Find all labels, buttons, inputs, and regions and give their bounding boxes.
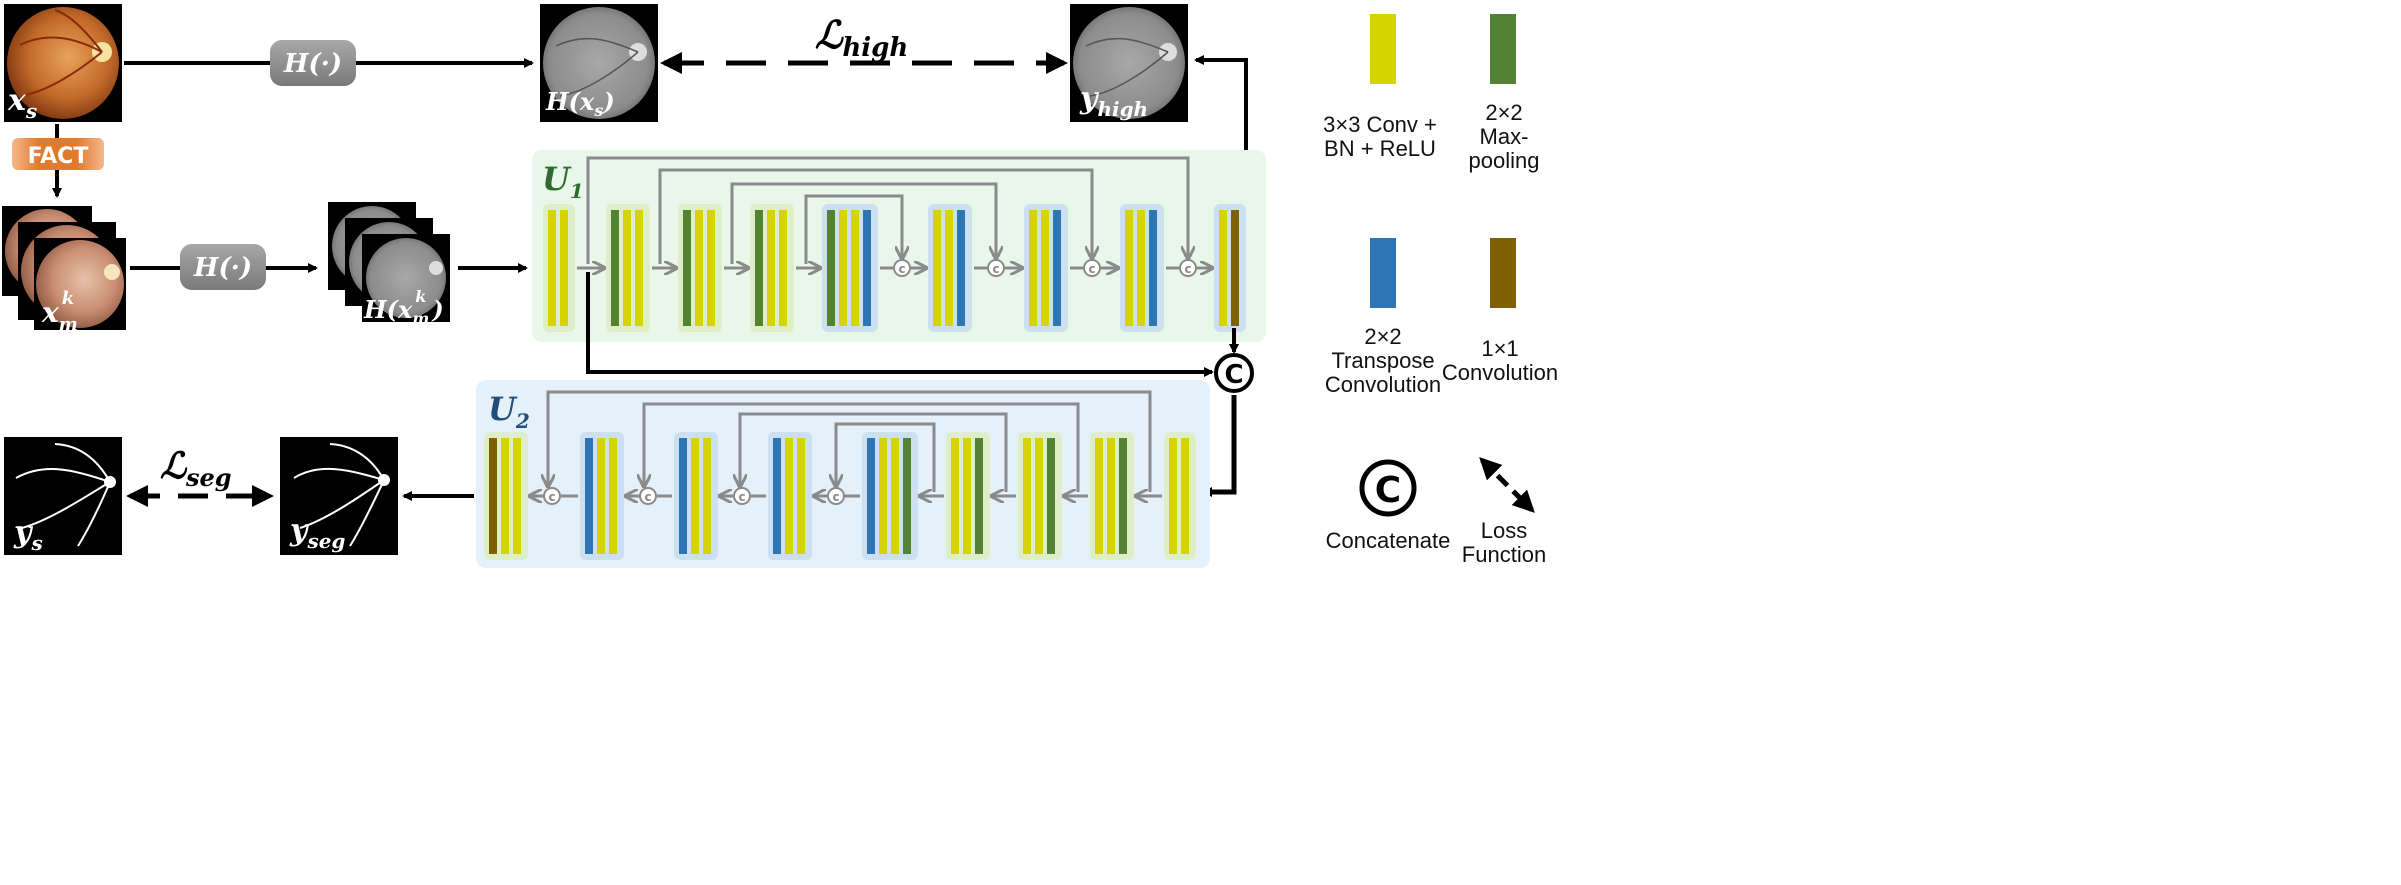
circled-c-icon: C [1359,459,1417,517]
legend-conv-line2: BN + ReLU [1324,136,1436,161]
u1-block-1 [543,204,575,332]
u2-skip-3 [740,412,1008,492]
svg-text:C: C [1375,470,1401,511]
u1-skip-4 [804,194,902,264]
u1-to-concat-skip [586,272,1214,377]
u2-concat-4: c [543,487,561,505]
high-freq-op-mid: H(·) [180,244,266,290]
u2-block-8 [1090,432,1134,560]
legend-conv-line1: 3×3 Conv + [1323,112,1437,137]
legend-transpose-line1: 2×2 [1364,324,1401,349]
source-fundus-image [4,4,122,122]
predicted-segmentation-image [280,437,398,555]
svg-text:c: c [992,262,999,276]
u1-block-6 [928,204,972,332]
u2-block-2 [580,432,624,560]
x-s-label: xs [7,83,37,123]
u2-block-3 [674,432,718,560]
u2-block-6 [946,432,990,560]
loss-high-label: ℒhigh [815,12,908,63]
h-xs-label: H(xs) [545,87,615,120]
u2-concat-2: c [733,487,751,505]
u1-block-3 [678,204,722,332]
u2-block-4 [768,432,812,560]
u1-concat-1: c [893,259,911,277]
u1-block-9 [1214,204,1246,332]
u1-block-7 [1024,204,1068,332]
ground-truth-segmentation-image [4,437,122,555]
u1-skip-3 [730,182,996,264]
u1-concat-3: c [1083,259,1101,277]
legend-conv1x1-line1: 1×1 [1481,336,1518,361]
svg-text:c: c [898,262,905,276]
u1-block-5 [822,204,878,332]
legend-maxpool-line3: pooling [1469,148,1540,173]
loss-seg-label: ℒseg [160,445,232,492]
legend-maxpool-swatch [1490,14,1516,84]
u2-concat-3: c [639,487,657,505]
legend-maxpool-line2: Max- [1480,124,1529,149]
fact-label: FACT [28,144,89,169]
u1-skip-1 [586,156,1188,264]
legend: 3×3 Conv + BN + ReLU 2×2 Max- pooling 2×… [1323,14,1558,567]
legend-maxpool-line1: 2×2 [1485,100,1522,125]
legend-transpose-line2: Transpose [1331,348,1434,373]
u2-skip-2 [644,402,1080,492]
concat-node: C [1214,353,1254,393]
u1-block-2 [606,204,650,332]
svg-text:c: c [548,490,555,504]
high-freq-op-top: H(·) [270,40,356,86]
svg-text:c: c [738,490,745,504]
double-arrow-icon [1479,457,1535,513]
u1-skip-2 [658,168,1092,264]
u1-block-8 [1120,204,1164,332]
legend-conv1x1-line2: Convolution [1442,360,1558,385]
u2-block-9 [1164,432,1196,560]
u2-skip-4 [836,422,936,492]
u1-label: U1 [542,160,584,203]
legend-transpose-swatch [1370,238,1396,308]
u1-concat-2: c [987,259,1005,277]
u1-concat-4: c [1179,259,1197,277]
high-freq-augmented-stack [328,202,450,322]
legend-conv1x1-swatch [1490,238,1516,308]
concat-node-label: C [1224,360,1243,390]
u2-skip-1 [548,390,1152,492]
h-op-top-label: H(·) [283,49,342,79]
u2-block-7 [1018,432,1062,560]
u1-blocks [543,204,1246,332]
concat-to-u2-arrow [1202,395,1237,497]
legend-loss-line2: Function [1462,542,1546,567]
u2-blocks [484,432,1196,560]
u2-block-5 [862,432,918,560]
legend-transpose-line3: Convolution [1325,372,1441,397]
svg-text:c: c [1184,262,1191,276]
predicted-high-freq-image [1070,4,1188,122]
legend-conv-swatch [1370,14,1396,84]
svg-text:c: c [832,490,839,504]
fact-box: FACT [12,138,104,170]
legend-concat-label: Concatenate [1326,528,1451,553]
svg-text:c: c [1088,262,1095,276]
u1-block-4 [750,204,794,332]
svg-text:c: c [644,490,651,504]
legend-loss-line1: Loss [1481,518,1527,543]
augmented-fundus-stack [2,206,126,330]
u2-concat-1: c [827,487,845,505]
h-op-mid-label: H(·) [193,253,252,283]
high-freq-source-image [540,4,658,122]
u2-block-1 [484,432,528,560]
